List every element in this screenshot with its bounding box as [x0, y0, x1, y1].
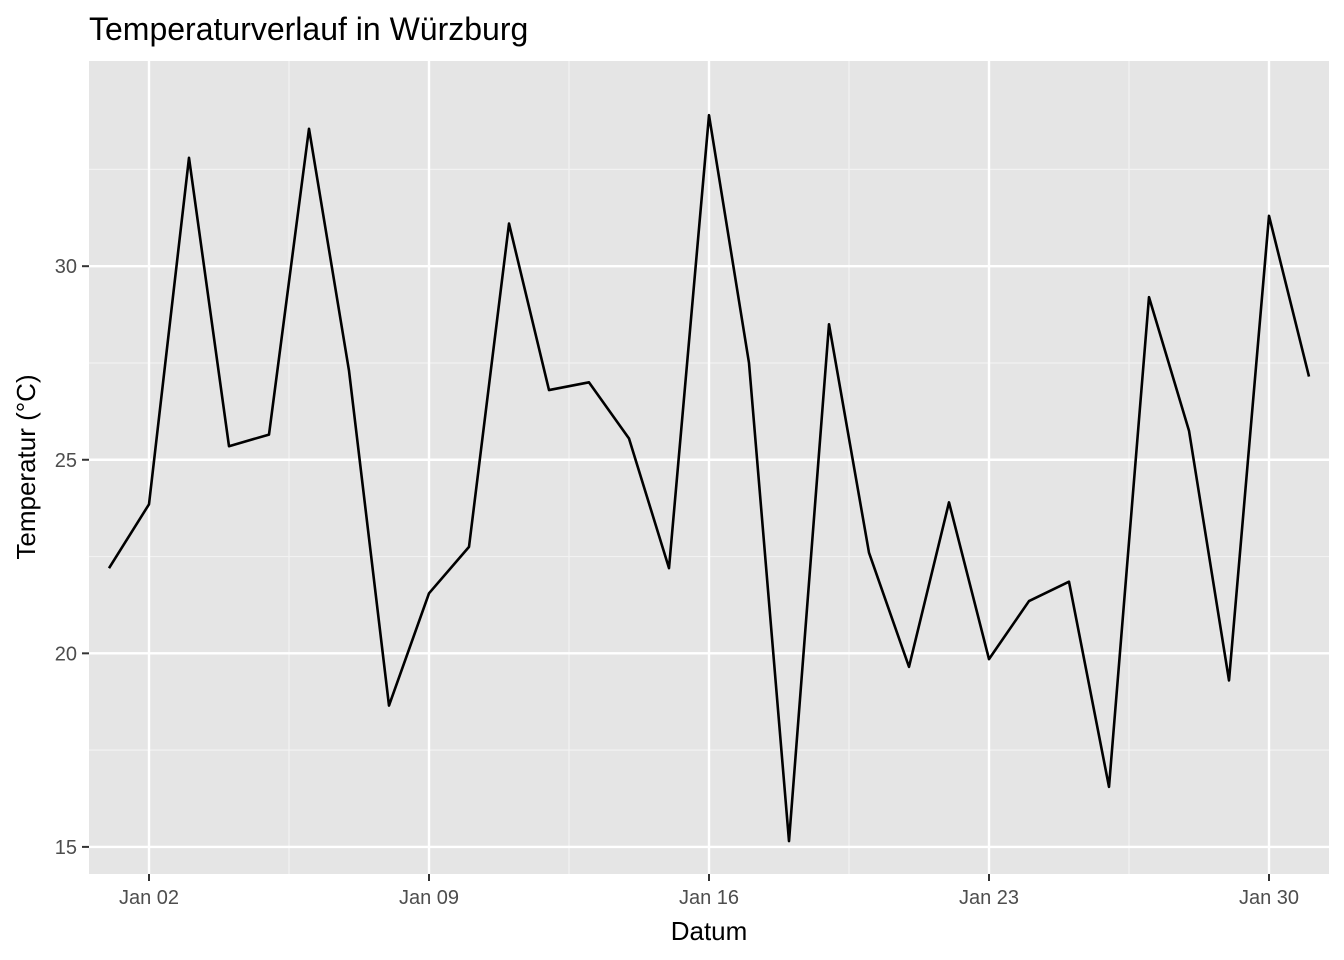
x-tick-label: Jan 30: [1239, 887, 1299, 909]
x-axis-title: Datum: [671, 916, 748, 946]
x-tick-label: Jan 16: [679, 887, 739, 909]
y-tick-label: 30: [55, 256, 77, 278]
y-tick-label: 15: [55, 837, 77, 859]
y-tick-label: 25: [55, 450, 77, 472]
x-axis: Jan 02 Jan 09 Jan 16 Jan 23 Jan 30: [119, 874, 1299, 909]
x-tick-label: Jan 23: [959, 887, 1019, 909]
temperature-line: [107, 113, 1311, 843]
y-axis: 15 20 25 30: [55, 256, 89, 859]
y-axis-title: Temperatur (°C): [11, 374, 41, 559]
y-tick-label: 20: [55, 643, 77, 665]
x-tick-label: Jan 09: [399, 887, 459, 909]
major-gridlines: [89, 61, 1329, 874]
chart-title: Temperaturverlauf in Würzburg: [89, 11, 528, 47]
x-tick-label: Jan 02: [119, 887, 179, 909]
